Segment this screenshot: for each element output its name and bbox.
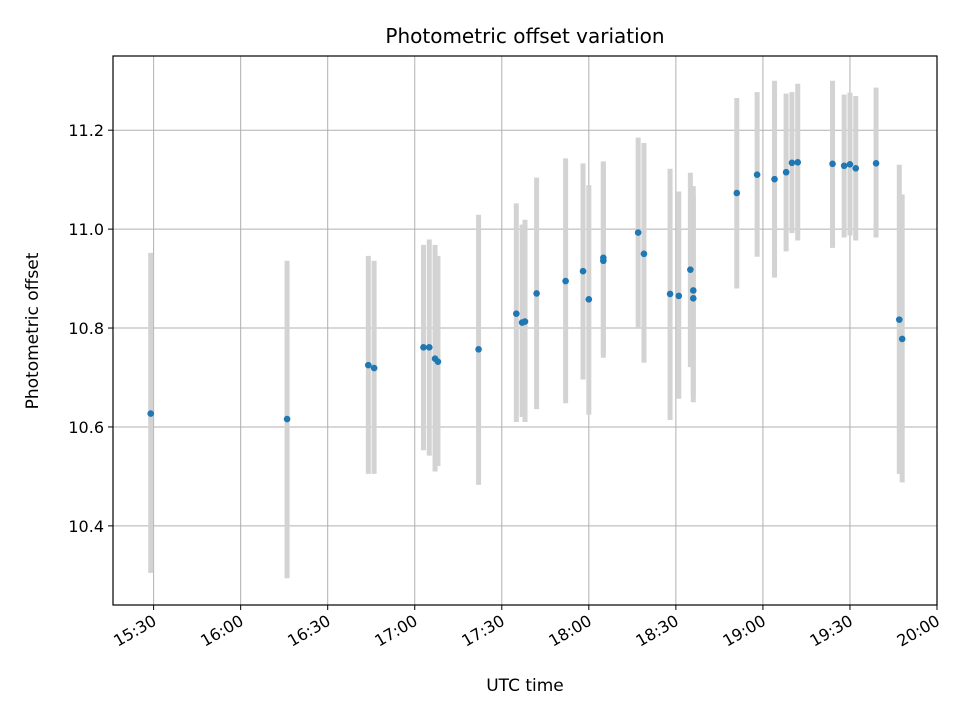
data-point [872,160,880,167]
y-axis-label: Photometric offset [23,252,43,409]
data-point [895,316,903,323]
data-point [689,295,697,302]
data-point [512,310,520,317]
data-point [782,168,790,176]
data-point [579,267,587,275]
data-point [521,318,529,325]
data-point [753,171,761,179]
chart-title: Photometric offset variation [385,24,664,48]
data-point [283,415,291,423]
data-point [788,159,796,167]
data-point [687,266,694,273]
data-point [425,344,433,351]
data-point [147,410,155,417]
data-point [689,287,697,294]
x-axis-label: UTC time [486,676,564,696]
data-point [562,277,569,285]
data-point [675,292,683,300]
y-axis: 10.4 10.6 10.8 11.0 11.2 [68,121,113,536]
data-point [634,229,642,236]
y-tick-label: 10.6 [68,418,104,437]
data-point [852,164,860,172]
data-point [840,162,848,170]
data-point [846,161,854,168]
y-tick-label: 11.0 [68,220,104,239]
y-tick-label: 10.4 [68,517,104,536]
data-point [771,175,778,183]
plot-frame [112,55,938,606]
data-point [365,361,372,369]
data-point [666,290,674,298]
data-point [640,250,648,258]
data-point [898,335,906,343]
data-point [794,159,802,166]
data-point [475,345,482,353]
y-tick-label: 10.8 [68,319,104,338]
y-tick-label: 11.2 [68,121,104,140]
data-point [733,189,741,197]
data-point [434,358,442,365]
data-point [600,254,607,262]
data-point [420,344,427,351]
data-point [585,296,593,303]
data-points [147,159,906,423]
data-point [370,364,378,372]
data-point [533,290,540,297]
data-point [829,160,836,168]
